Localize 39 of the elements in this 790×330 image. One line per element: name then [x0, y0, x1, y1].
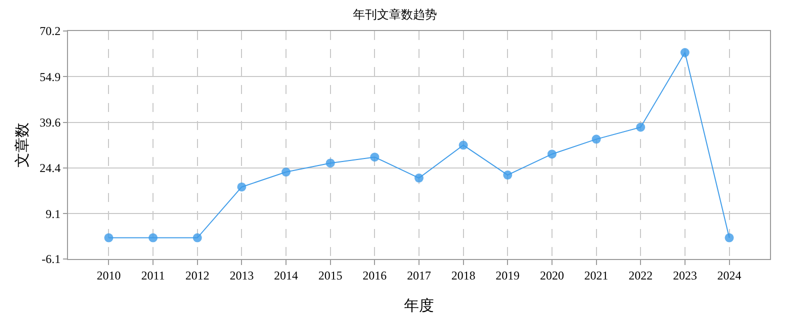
- y-tick-label: 24.4: [40, 161, 61, 176]
- point: [636, 122, 646, 132]
- x-tick-label: 2010: [96, 268, 121, 282]
- point: [326, 158, 335, 168]
- x-tick-label: 2023: [672, 268, 697, 282]
- point: [370, 152, 380, 162]
- point: [104, 233, 114, 242]
- x-tick-label: 2011: [141, 268, 165, 282]
- y-tick-label: 39.6: [40, 116, 61, 130]
- x-tick-label: 2021: [584, 268, 608, 282]
- point: [148, 233, 158, 242]
- x-tick-label: 2018: [451, 268, 476, 282]
- x-tick-label: 2019: [496, 268, 520, 282]
- x-axis-title: 年度: [404, 297, 434, 314]
- x-tick-label: 2020: [540, 268, 564, 282]
- x-tick-label: 2017: [407, 268, 431, 282]
- point: [414, 174, 424, 183]
- x-tick-label: 2014: [274, 268, 298, 282]
- x-tick-label: 2013: [230, 268, 254, 282]
- point: [237, 182, 246, 192]
- x-tick-label: 2022: [628, 268, 653, 282]
- point: [680, 48, 690, 58]
- x-tick-label: 2012: [185, 268, 210, 282]
- y-tick-label: 54.9: [40, 70, 61, 84]
- y-tick-label: 9.1: [46, 206, 61, 221]
- y-tick-label: 70.2: [40, 24, 61, 38]
- x-tick-label: 2016: [362, 268, 387, 282]
- chart-title: 年刊文章数趋势: [353, 7, 437, 22]
- point: [503, 170, 512, 180]
- x-tick-label: 2015: [318, 268, 342, 282]
- point: [282, 168, 291, 177]
- point: [724, 233, 734, 242]
- point: [547, 150, 556, 159]
- point: [192, 233, 202, 242]
- point: [458, 140, 468, 150]
- point: [592, 134, 601, 144]
- y-axis-title: 文章数: [14, 122, 31, 168]
- y-tick-label: -6.1: [42, 252, 61, 266]
- x-tick-label: 2024: [717, 268, 742, 282]
